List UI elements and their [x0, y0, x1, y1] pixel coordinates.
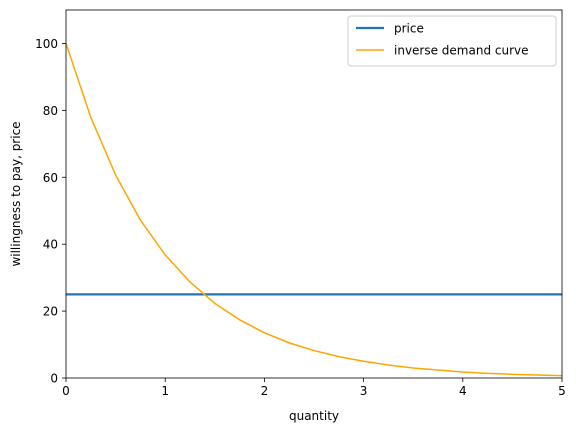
legend-box: [347, 15, 557, 67]
y-tick-label: 100: [35, 37, 58, 51]
x-tick-label: 2: [261, 384, 269, 398]
legend-label-0: price: [394, 22, 424, 36]
x-axis-label: quantity: [289, 409, 339, 423]
series-line-1: [66, 43, 562, 377]
x-axis: 0 1 2 3 4 5: [62, 378, 566, 398]
x-tick-label: 5: [558, 384, 566, 398]
y-tick-label: 60: [43, 171, 58, 185]
x-tick-label: 0: [62, 384, 70, 398]
y-tick-label: 0: [50, 372, 58, 386]
y-axis-label: willingness to pay, price: [9, 121, 23, 266]
y-axis: 0 20 40 60 80 100: [35, 37, 66, 386]
x-tick-label: 4: [459, 384, 467, 398]
plot-area: [65, 9, 563, 379]
y-tick-label: 20: [43, 305, 58, 319]
x-tick-label: 3: [360, 384, 368, 398]
y-tick-label: 80: [43, 104, 58, 118]
x-tick-label: 1: [161, 384, 169, 398]
legend-label-1: inverse demand curve: [394, 44, 529, 58]
legend: price inverse demand curve: [347, 15, 557, 67]
y-tick-label: 40: [43, 238, 58, 252]
axes-frame: [65, 9, 563, 379]
